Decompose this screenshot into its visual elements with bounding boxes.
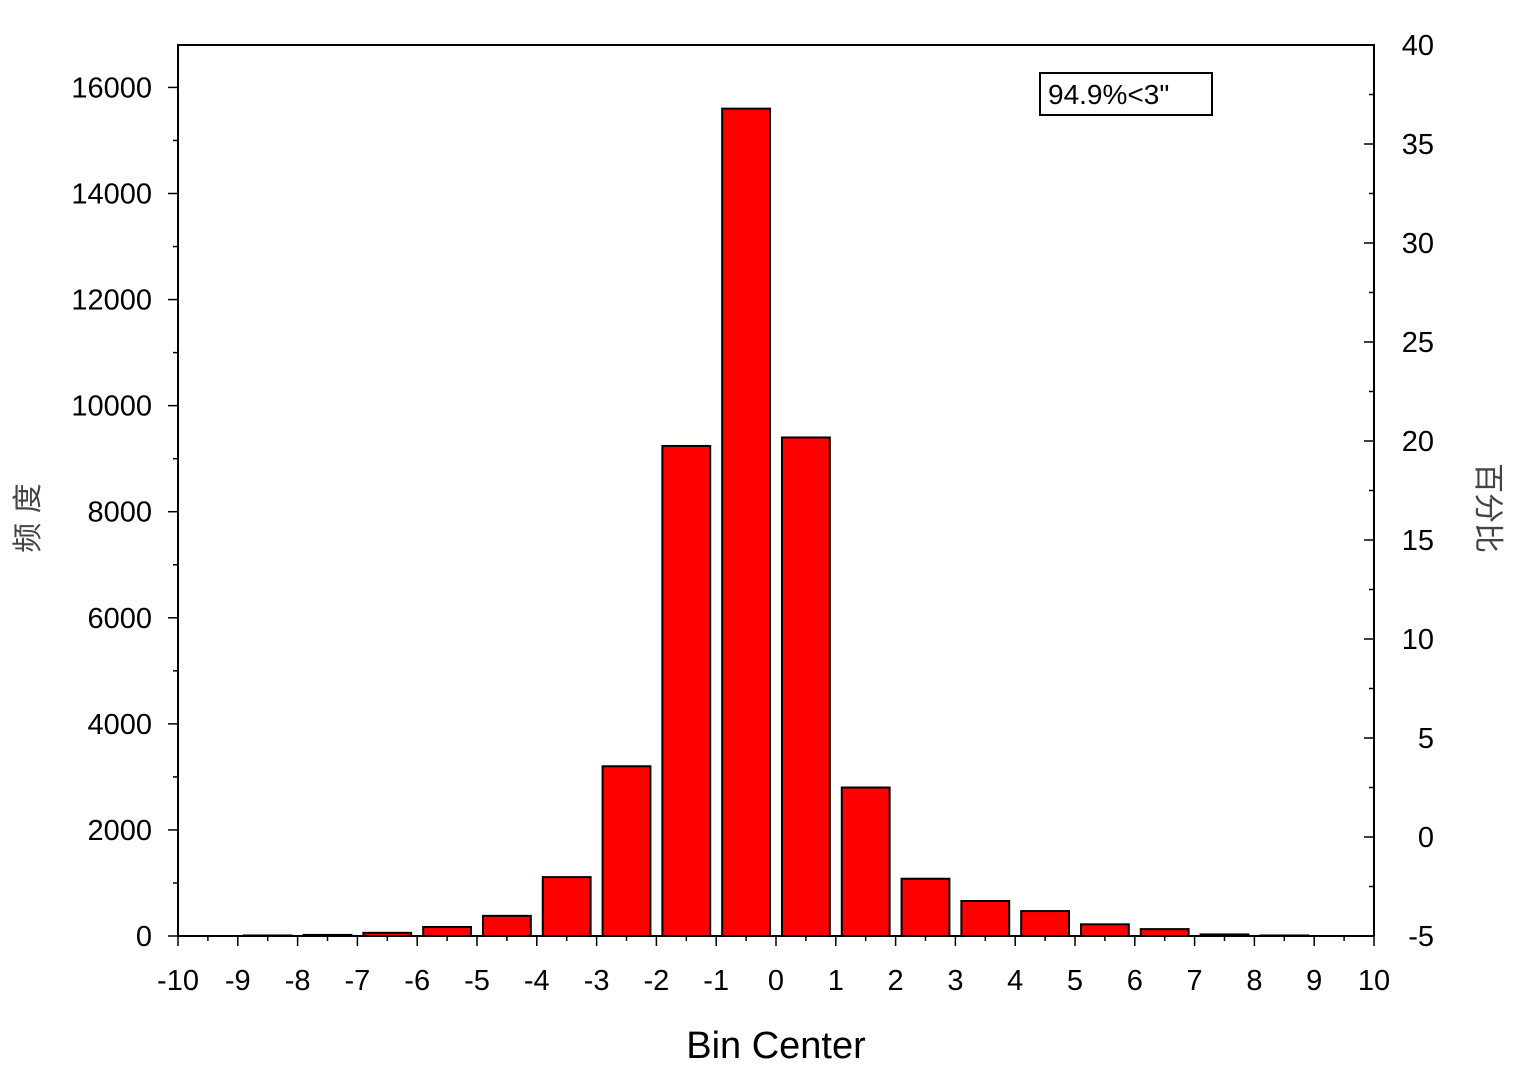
y-axis-title: 频 度: [11, 483, 46, 553]
y-tick-label: 4000: [87, 709, 152, 741]
bar: [780, 436, 831, 937]
y2-axis-ticks: -5 0 5 10 15 20 25 30 35 40: [1364, 30, 1434, 953]
bar: [1139, 928, 1190, 937]
y-tick-label: 0: [136, 921, 152, 953]
y2-tick-label: 15: [1402, 525, 1434, 557]
x-tick-label: -8: [285, 965, 311, 997]
x-tick-label: -10: [157, 965, 199, 997]
x-tick-label: -3: [584, 965, 610, 997]
bar: [422, 925, 473, 938]
bar: [721, 107, 772, 937]
x-tick-label: -1: [703, 965, 729, 997]
y2-tick-label: 25: [1402, 327, 1434, 359]
x-tick-label: 8: [1246, 965, 1262, 997]
x-tick-label: 3: [947, 965, 963, 997]
x-tick-label: -4: [524, 965, 550, 997]
x-tick-label: -6: [404, 965, 430, 997]
y-axis-ticks: 0 2000 4000 6000 8000 10000 12000 14000 16000: [71, 72, 178, 953]
bar: [601, 765, 652, 937]
y-tick-label: 12000: [71, 285, 152, 317]
y2-tick-label: 0: [1418, 822, 1434, 854]
bar: [1079, 923, 1130, 938]
x-tick-label: 9: [1306, 965, 1322, 997]
x-tick-label: 4: [1007, 965, 1023, 997]
y-tick-label: 6000: [87, 603, 152, 635]
y2-tick-label: 40: [1402, 30, 1434, 62]
y-tick-label: 10000: [71, 391, 152, 423]
x-tick-label: 6: [1127, 965, 1143, 997]
x-axis-ticks: -10 -9 -8 -7 -6 -5 -4 -3 -2 -1 0 1 2 3 4 5 6 7 8 9 10: [157, 936, 1390, 997]
bar: [840, 786, 891, 937]
y2-tick-label: 5: [1418, 723, 1434, 755]
y-tick-label: 14000: [71, 179, 152, 211]
x-axis-title: Bin Center: [686, 1025, 866, 1067]
x-tick-label: 0: [768, 965, 784, 997]
annotation-box: [1039, 72, 1213, 116]
bar: [1020, 910, 1071, 938]
x-tick-label: -7: [345, 965, 371, 997]
plot-frame: [177, 44, 1375, 937]
bar: [541, 876, 592, 938]
bar: [960, 899, 1011, 937]
bar: [900, 877, 951, 938]
y2-tick-label: 20: [1402, 426, 1434, 458]
y-tick-label: 2000: [87, 815, 152, 847]
x-tick-label: 1: [828, 965, 844, 997]
y2-axis-title: 百分比: [1470, 463, 1505, 553]
x-tick-label: 10: [1358, 965, 1390, 997]
x-tick-label: 5: [1067, 965, 1083, 997]
bar: [481, 914, 532, 938]
bar: [661, 444, 712, 937]
x-tick-label: -9: [225, 965, 251, 997]
y2-tick-label: 30: [1402, 228, 1434, 260]
y2-tick-label: -5: [1408, 921, 1434, 953]
y2-tick-label: 10: [1402, 624, 1434, 656]
x-tick-label: -5: [464, 965, 490, 997]
bars-group: [242, 107, 1310, 938]
x-tick-label: 2: [888, 965, 904, 997]
y-tick-label: 16000: [71, 72, 152, 104]
x-tick-label: 7: [1187, 965, 1203, 997]
y-tick-label: 8000: [87, 497, 152, 529]
x-tick-label: -2: [644, 965, 670, 997]
y2-tick-label: 35: [1402, 129, 1434, 161]
annotation-text: 94.9%<3": [1048, 79, 1169, 110]
